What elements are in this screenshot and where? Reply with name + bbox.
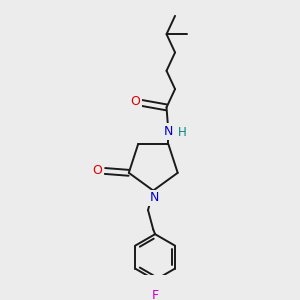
Text: N: N xyxy=(164,125,173,138)
Text: H: H xyxy=(178,126,187,139)
Text: N: N xyxy=(149,191,159,204)
Text: F: F xyxy=(152,289,159,300)
Text: O: O xyxy=(130,95,140,108)
Text: O: O xyxy=(93,164,103,178)
